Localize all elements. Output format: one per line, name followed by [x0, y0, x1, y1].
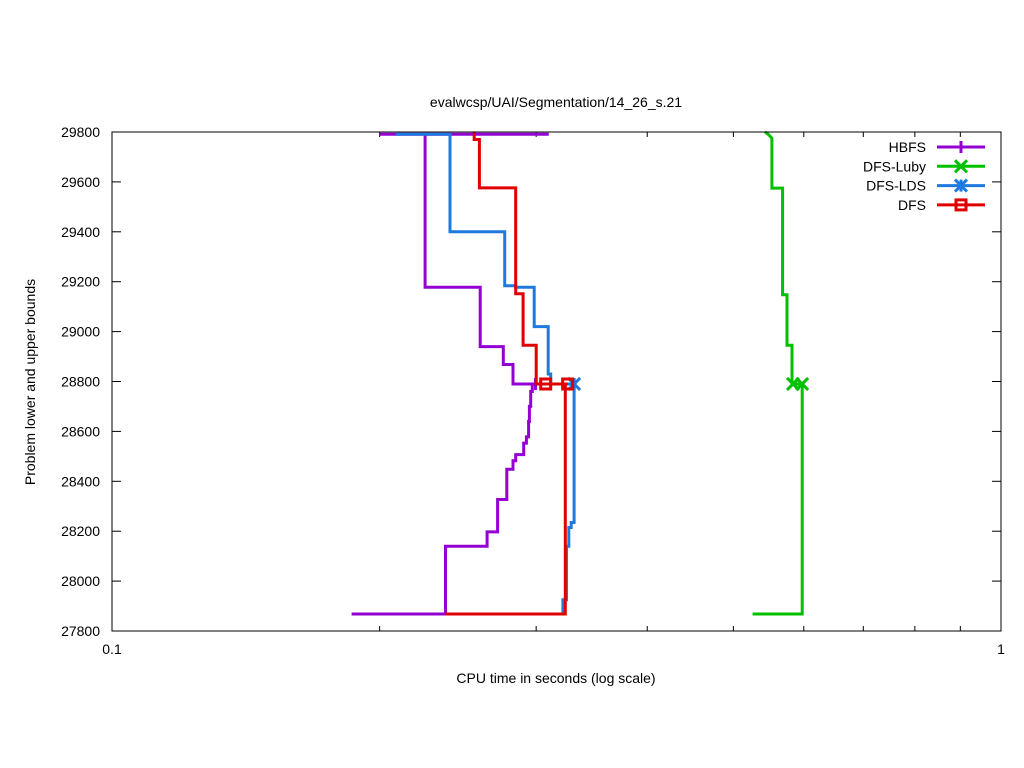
y-axis-label: Problem lower and upper bounds	[22, 279, 38, 485]
series-3-marker-1	[561, 377, 575, 391]
series-1-upper-line	[763, 130, 803, 386]
chart-title: evalwcsp/UAI/Segmentation/14_26_s.21	[430, 94, 682, 110]
series-1-marker-1	[795, 376, 810, 392]
legend-marker-1-b	[953, 159, 969, 174]
y-tick-label-7: 29200	[61, 274, 100, 290]
series-1-marker-1-b	[795, 376, 810, 392]
x-axis-label: CPU time in seconds (log scale)	[456, 670, 655, 686]
x-tick-label-1: 1	[997, 641, 1005, 657]
axes: 27800 28000 28200 28400 28600 28800 29000 29200…	[61, 124, 1005, 657]
legend-marker-0	[955, 141, 967, 153]
series-2-upper-line	[395, 132, 575, 386]
y-tick-label-1: 28000	[61, 573, 100, 589]
series-3-marker-1-box	[561, 377, 575, 391]
series-0	[351, 132, 562, 616]
series-1	[752, 130, 810, 616]
y-tick-label-6: 29000	[61, 324, 100, 340]
legend-label-1: DFS-Luby	[863, 158, 926, 174]
series-3	[446, 131, 575, 616]
series-layer	[351, 130, 810, 616]
legend: HBFS DFS-Luby DFS-LDS DFS	[863, 139, 985, 213]
y-tick-label-2: 28200	[61, 523, 100, 539]
y-tick-label-10: 29800	[61, 124, 100, 140]
legend-label-0: HBFS	[889, 139, 926, 155]
legend-label-3: DFS	[898, 197, 926, 213]
series-3-upper-line	[472, 131, 568, 386]
legend-marker-3	[954, 198, 968, 212]
x-tick-label-0: 0.1	[102, 641, 122, 657]
y-tick-label-4: 28600	[61, 423, 100, 439]
series-0-lower-line	[351, 384, 534, 616]
series-1-lower-line	[752, 384, 804, 616]
legend-marker-1	[953, 159, 969, 174]
series-3-marker-0-box	[539, 377, 553, 391]
y-tick-label-3: 28400	[61, 473, 100, 489]
y-tick-label-5: 28800	[61, 374, 100, 390]
legend-label-2: DFS-LDS	[866, 178, 926, 194]
series-3-marker-0	[539, 377, 553, 391]
plot-frame	[111, 131, 1002, 632]
y-tick-label-0: 27800	[61, 623, 100, 639]
y-tick-label-8: 29400	[61, 224, 100, 240]
y-tick-label-9: 29600	[61, 174, 100, 190]
legend-marker-2	[953, 178, 969, 193]
legend-marker-3-box	[954, 198, 968, 212]
series-3-lower-line	[446, 384, 567, 616]
